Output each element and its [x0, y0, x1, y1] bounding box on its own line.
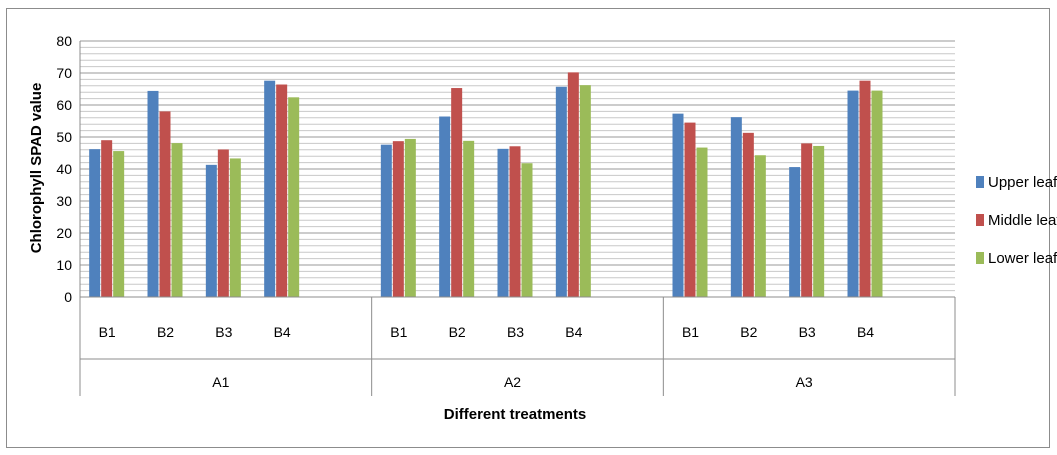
bar-middle-leaf — [217, 149, 229, 297]
bar-upper-leaf — [264, 80, 276, 298]
bar-upper-leaf — [730, 117, 742, 297]
group-label: A2 — [504, 374, 521, 390]
category-label: B3 — [215, 324, 232, 340]
category-label: B3 — [799, 324, 816, 340]
category-label: B2 — [740, 324, 757, 340]
bars — [89, 72, 883, 298]
bar-middle-leaf — [392, 141, 404, 297]
bar-upper-leaf — [380, 144, 392, 297]
category-label: B4 — [565, 324, 582, 340]
bar-lower-leaf — [871, 90, 883, 297]
y-tick-label: 10 — [56, 257, 72, 273]
y-tick-label: 60 — [56, 97, 72, 113]
bar-lower-leaf — [404, 138, 416, 297]
y-tick-label: 50 — [56, 129, 72, 145]
category-label: B3 — [507, 324, 524, 340]
legend-swatch — [976, 176, 984, 188]
bar-middle-leaf — [742, 132, 754, 297]
bar-upper-leaf — [555, 86, 567, 297]
bar-lower-leaf — [113, 151, 125, 297]
bar-middle-leaf — [451, 88, 463, 297]
x-tick-labels: A1 B1 B2 B3 B4 A2 B1 B2 B3 B4 A3 B1 B2 B3 B4 — [99, 324, 875, 390]
axes — [79, 41, 956, 396]
bar-upper-leaf — [847, 90, 859, 297]
bar-middle-leaf — [101, 140, 113, 297]
x-axis-title: Different treatments — [444, 406, 587, 423]
legend-label: Middle leaf — [988, 212, 1057, 229]
bar-middle-leaf — [684, 122, 696, 297]
category-label: B2 — [449, 324, 466, 340]
bar-upper-leaf — [497, 148, 509, 297]
bar-upper-leaf — [439, 116, 451, 298]
bar-upper-leaf — [147, 90, 159, 297]
group-label: A1 — [212, 374, 229, 390]
category-label: B2 — [157, 324, 174, 340]
bar-lower-leaf — [171, 143, 183, 297]
bar-lower-leaf — [813, 145, 825, 297]
bar-lower-leaf — [754, 155, 766, 297]
legend-swatch — [976, 252, 984, 264]
legend: Upper leaf Middle leaf Lower leaf — [976, 174, 1057, 267]
y-tick-labels: 0 10 20 30 40 50 60 70 80 — [56, 33, 72, 305]
bar-upper-leaf — [789, 167, 801, 297]
y-tick-label: 20 — [56, 225, 72, 241]
bar-lower-leaf — [521, 163, 533, 297]
y-tick-label: 80 — [56, 33, 72, 49]
legend-label: Lower leaf — [988, 250, 1057, 267]
bar-lower-leaf — [229, 158, 241, 297]
group-label: A3 — [796, 374, 813, 390]
bar-middle-leaf — [159, 111, 171, 298]
y-axis-title: Chlorophyll SPAD value — [28, 83, 45, 254]
category-label: B1 — [99, 324, 116, 340]
bar-upper-leaf — [205, 164, 217, 297]
bar-middle-leaf — [859, 80, 871, 298]
bar-lower-leaf — [696, 147, 708, 297]
bar-middle-leaf — [276, 84, 288, 298]
y-tick-label: 40 — [56, 161, 72, 177]
category-label: B1 — [390, 324, 407, 340]
bar-lower-leaf — [579, 85, 591, 297]
bar-upper-leaf — [89, 149, 101, 297]
bar-lower-leaf — [288, 97, 300, 297]
y-tick-label: 30 — [56, 193, 72, 209]
category-label: B4 — [274, 324, 291, 340]
category-label: B1 — [682, 324, 699, 340]
legend-label: Upper leaf — [988, 174, 1057, 191]
y-tick-label: 70 — [56, 65, 72, 81]
bar-middle-leaf — [509, 146, 521, 297]
bar-middle-leaf — [567, 72, 579, 297]
bar-middle-leaf — [801, 143, 813, 297]
legend-swatch — [976, 214, 984, 226]
bar-lower-leaf — [463, 140, 475, 297]
bar-upper-leaf — [672, 113, 684, 297]
category-label: B4 — [857, 324, 874, 340]
y-tick-label: 0 — [64, 289, 72, 305]
